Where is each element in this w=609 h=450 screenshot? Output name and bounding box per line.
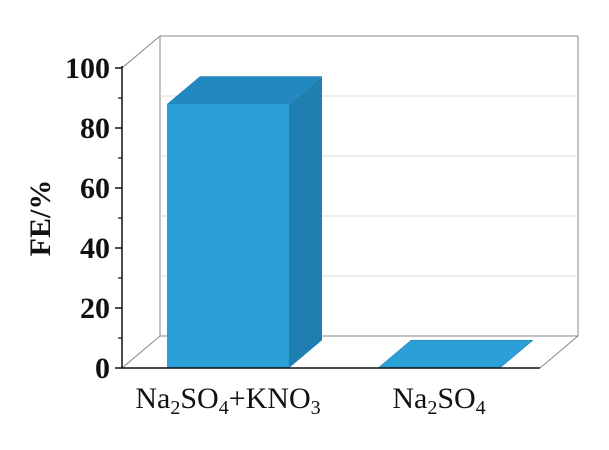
x-category-labels: Na2SO4+KNO3 Na2SO4 [135,382,485,419]
y-tick-label: 0 [95,352,110,385]
y-tick-label: 80 [80,112,110,145]
label-text: SO [180,382,218,415]
label-subscript: 2 [427,397,437,419]
floor-right-edge [539,335,579,369]
y-tick-label: 20 [80,292,110,325]
bar-side [289,76,322,369]
y-tick-label: 100 [65,52,110,85]
x-category-label: Na2SO4+KNO3 [135,382,320,419]
label-subscript: 4 [219,397,229,419]
bar-front [167,104,289,368]
x-category-label: Na2SO4 [392,382,485,419]
y-tick-labels: 0 20 40 60 80 100 [65,52,110,385]
y-tick-label: 60 [80,172,110,205]
label-text: Na [392,382,427,415]
bar-top [167,76,322,104]
label-subscript: 2 [170,397,180,419]
floor-left-edge [121,335,161,369]
label-text: Na [135,382,170,415]
bar-zero-floor [377,339,534,369]
y-tick-label: 40 [80,232,110,265]
y-axis-title: FE/% [24,180,57,257]
label-text: +KNO [229,382,311,415]
axes [115,66,540,369]
bars [167,76,534,369]
label-subscript: 3 [311,397,321,419]
label-text: SO [437,382,475,415]
wall-top-edge [121,35,161,69]
label-subscript: 4 [476,397,486,419]
